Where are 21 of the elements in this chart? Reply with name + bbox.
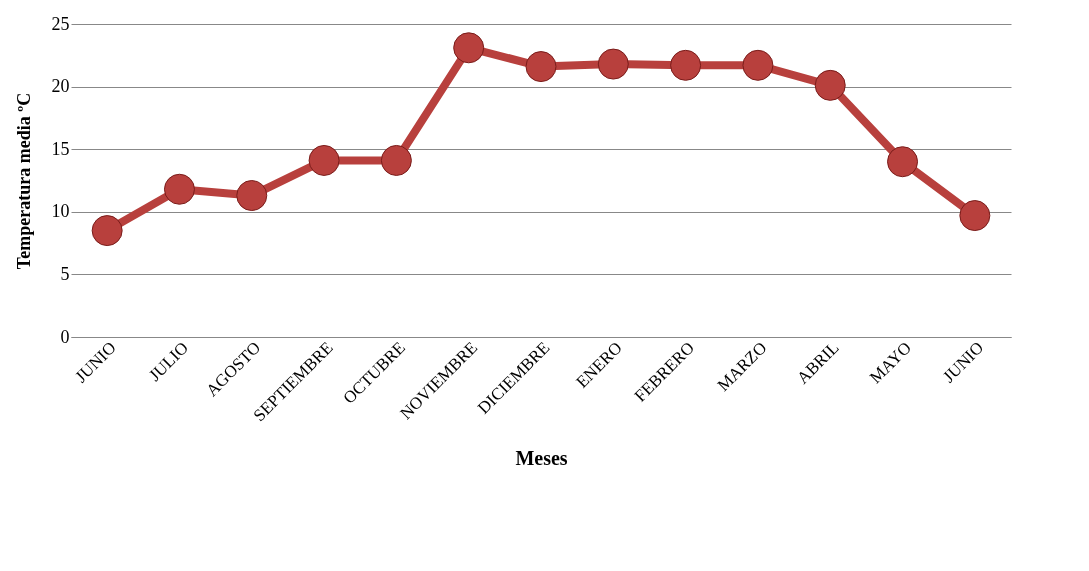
y-axis-title: Temperatura media ºC: [13, 92, 34, 270]
y-tick-label: 15: [51, 138, 70, 159]
point: [887, 146, 919, 178]
point: [453, 32, 485, 64]
point: [597, 48, 629, 80]
y-tick-label: 20: [51, 76, 70, 97]
y-tick-label: 0: [60, 326, 70, 347]
point: [91, 215, 123, 247]
x-axis-title: Meses: [515, 447, 568, 470]
point: [163, 173, 195, 205]
point: [308, 145, 340, 176]
point: [380, 145, 412, 176]
y-tick-label: 10: [51, 201, 70, 222]
y-tick-label: 5: [60, 263, 70, 284]
point: [525, 51, 557, 83]
point: [959, 200, 991, 232]
point: [742, 49, 774, 81]
point: [670, 49, 702, 81]
point: [814, 69, 846, 101]
point: [236, 180, 268, 211]
y-tick-label: 25: [51, 13, 70, 34]
